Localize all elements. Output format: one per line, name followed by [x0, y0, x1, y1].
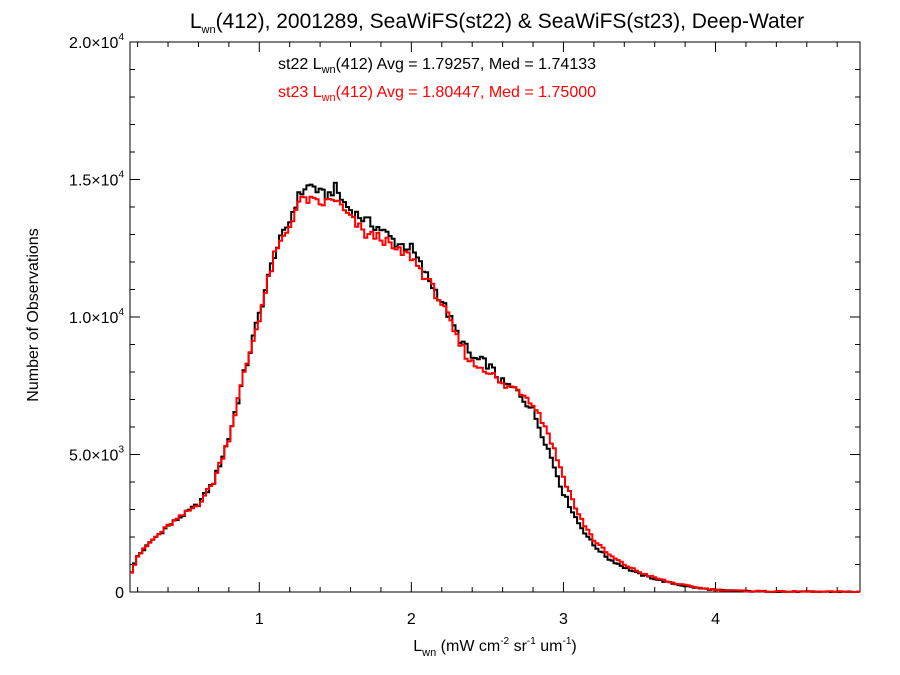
- y-axis-label: Number of Observations: [25, 228, 42, 401]
- series-group: [130, 181, 860, 593]
- y-tick-label: 0: [115, 585, 124, 602]
- x-tick-labels: 1 2 3 4: [255, 611, 720, 628]
- axis-ticks: [130, 41, 860, 593]
- series-line-st23: [130, 195, 860, 593]
- x-tick-label: 4: [711, 611, 720, 628]
- x-tick-label: 3: [559, 611, 568, 628]
- y-tick-label: 2.0×104: [69, 32, 124, 52]
- y-tick-label: 5.0×103: [69, 445, 124, 465]
- x-tick-label: 1: [255, 611, 264, 628]
- x-axis-label: Lwn (mW cm-2 sr-1 um-1): [413, 636, 576, 659]
- y-tick-label: 1.0×104: [69, 307, 124, 327]
- x-tick-label: 2: [407, 611, 416, 628]
- plot-frame: [129, 41, 861, 593]
- legend-stats-st23: st23 Lwn(412) Avg = 1.80447, Med = 1.750…: [278, 84, 596, 104]
- chart-title: Lwn(412), 2001289, SeaWiFS(st22) & SeaWi…: [190, 10, 804, 36]
- legend-stats-st22: st22 Lwn(412) Avg = 1.79257, Med = 1.741…: [278, 56, 596, 76]
- y-tick-labels: 0 5.0×103 1.0×104 1.5×104 2.0×104: [69, 32, 124, 602]
- y-tick-label: 1.5×104: [69, 170, 124, 190]
